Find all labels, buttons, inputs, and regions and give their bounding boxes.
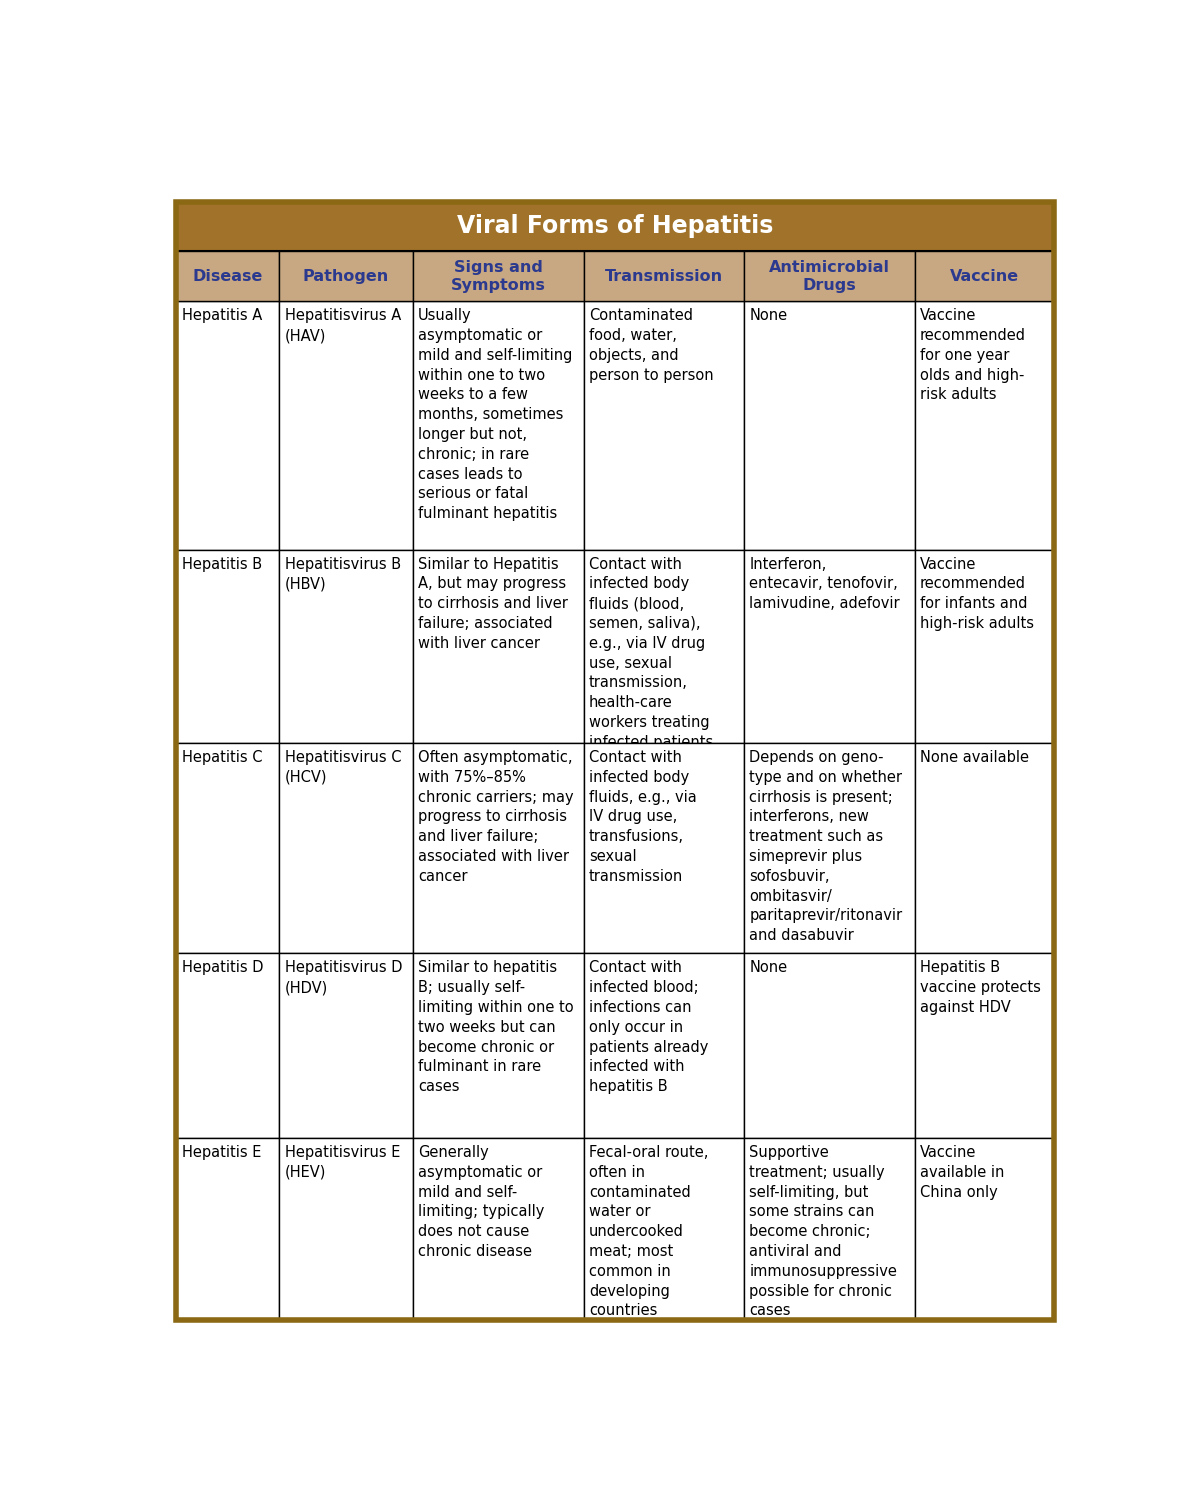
Text: Interferon,
entecavir, tenofovir,
lamivudine, adefovir: Interferon, entecavir, tenofovir, lamivu… bbox=[749, 556, 900, 612]
Text: Fecal-oral route,
often in
contaminated
water or
undercooked
meat; most
common i: Fecal-oral route, often in contaminated … bbox=[589, 1145, 708, 1319]
Bar bbox=[583, 743, 744, 954]
Text: Vaccine
recommended
for infants and
high-risk adults: Vaccine recommended for infants and high… bbox=[920, 556, 1034, 631]
Text: Depends on geno-
type and on whether
cirrhosis is present;
interferons, new
trea: Depends on geno- type and on whether cir… bbox=[749, 750, 902, 943]
Text: None: None bbox=[749, 960, 787, 975]
Text: Hepatitisvirus A
(HAV): Hepatitisvirus A (HAV) bbox=[286, 309, 401, 344]
Bar bbox=[413, 301, 583, 550]
Bar bbox=[744, 550, 914, 743]
Bar bbox=[413, 252, 583, 301]
Text: Hepatitis C: Hepatitis C bbox=[181, 750, 262, 766]
Bar bbox=[914, 743, 1054, 954]
Text: Often asymptomatic,
with 75%–85%
chronic carriers; may
progress to cirrhosis
and: Often asymptomatic, with 75%–85% chronic… bbox=[418, 750, 574, 885]
Text: Viral Forms of Hepatitis: Viral Forms of Hepatitis bbox=[457, 214, 773, 238]
Text: Vaccine
recommended
for one year
olds and high-
risk adults: Vaccine recommended for one year olds an… bbox=[920, 309, 1026, 402]
Text: Hepatitisvirus E
(HEV): Hepatitisvirus E (HEV) bbox=[286, 1145, 401, 1180]
Text: Similar to hepatitis
B; usually self-
limiting within one to
two weeks but can
b: Similar to hepatitis B; usually self- li… bbox=[418, 960, 574, 1094]
Bar bbox=[744, 743, 914, 954]
Bar bbox=[583, 550, 744, 743]
Bar bbox=[744, 252, 914, 301]
Bar bbox=[914, 252, 1054, 301]
Bar bbox=[176, 550, 280, 743]
Text: None available: None available bbox=[920, 750, 1030, 766]
Text: Hepatitis D: Hepatitis D bbox=[181, 960, 263, 975]
Bar bbox=[914, 301, 1054, 550]
Text: Vaccine: Vaccine bbox=[949, 268, 1019, 283]
Text: Hepatitis A: Hepatitis A bbox=[181, 309, 262, 322]
Bar bbox=[280, 301, 413, 550]
Text: Supportive
treatment; usually
self-limiting, but
some strains can
become chronic: Supportive treatment; usually self-limit… bbox=[749, 1145, 898, 1319]
Text: Contact with
infected body
fluids (blood,
semen, saliva),
e.g., via IV drug
use,: Contact with infected body fluids (blood… bbox=[589, 556, 713, 750]
Text: Contact with
infected body
fluids, e.g., via
IV drug use,
transfusions,
sexual
t: Contact with infected body fluids, e.g.,… bbox=[589, 750, 697, 885]
Text: Hepatitis B: Hepatitis B bbox=[181, 556, 262, 571]
Text: Usually
asymptomatic or
mild and self-limiting
within one to two
weeks to a few
: Usually asymptomatic or mild and self-li… bbox=[418, 309, 572, 521]
Bar bbox=[583, 1138, 744, 1320]
Bar bbox=[176, 301, 280, 550]
Bar bbox=[413, 954, 583, 1138]
Text: Transmission: Transmission bbox=[605, 268, 722, 283]
Bar bbox=[280, 550, 413, 743]
Text: Hepatitisvirus D
(HDV): Hepatitisvirus D (HDV) bbox=[286, 960, 402, 995]
Text: Disease: Disease bbox=[192, 268, 263, 283]
Bar bbox=[280, 252, 413, 301]
Bar bbox=[744, 1138, 914, 1320]
Bar bbox=[914, 1138, 1054, 1320]
Bar bbox=[280, 1138, 413, 1320]
Bar bbox=[280, 954, 413, 1138]
Bar bbox=[413, 1138, 583, 1320]
Bar bbox=[176, 1138, 280, 1320]
Bar bbox=[413, 743, 583, 954]
Text: Contact with
infected blood;
infections can
only occur in
patients already
infec: Contact with infected blood; infections … bbox=[589, 960, 708, 1094]
Text: Pathogen: Pathogen bbox=[302, 268, 389, 283]
Bar bbox=[744, 301, 914, 550]
Bar bbox=[914, 550, 1054, 743]
Bar bbox=[744, 954, 914, 1138]
Text: Vaccine
available in
China only: Vaccine available in China only bbox=[920, 1145, 1004, 1200]
Text: Similar to Hepatitis
A, but may progress
to cirrhosis and liver
failure; associa: Similar to Hepatitis A, but may progress… bbox=[418, 556, 568, 651]
Text: Hepatitisvirus C
(HCV): Hepatitisvirus C (HCV) bbox=[286, 750, 402, 785]
Bar bbox=[583, 252, 744, 301]
Text: Hepatitisvirus B
(HBV): Hepatitisvirus B (HBV) bbox=[286, 556, 401, 591]
Bar bbox=[176, 743, 280, 954]
Text: Hepatitis E: Hepatitis E bbox=[181, 1145, 260, 1160]
Bar bbox=[413, 550, 583, 743]
Text: Generally
asymptomatic or
mild and self-
limiting; typically
does not cause
chro: Generally asymptomatic or mild and self-… bbox=[418, 1145, 545, 1258]
Bar bbox=[280, 743, 413, 954]
Text: None: None bbox=[749, 309, 787, 322]
Bar bbox=[176, 252, 280, 301]
Text: Antimicrobial
Drugs: Antimicrobial Drugs bbox=[768, 259, 889, 292]
Text: Hepatitis B
vaccine protects
against HDV: Hepatitis B vaccine protects against HDV bbox=[920, 960, 1040, 1016]
Text: Contaminated
food, water,
objects, and
person to person: Contaminated food, water, objects, and p… bbox=[589, 309, 714, 383]
Bar bbox=[176, 202, 1054, 252]
Bar bbox=[583, 301, 744, 550]
Bar bbox=[583, 954, 744, 1138]
Bar bbox=[914, 954, 1054, 1138]
Text: Signs and
Symptoms: Signs and Symptoms bbox=[451, 259, 546, 292]
Bar bbox=[176, 954, 280, 1138]
